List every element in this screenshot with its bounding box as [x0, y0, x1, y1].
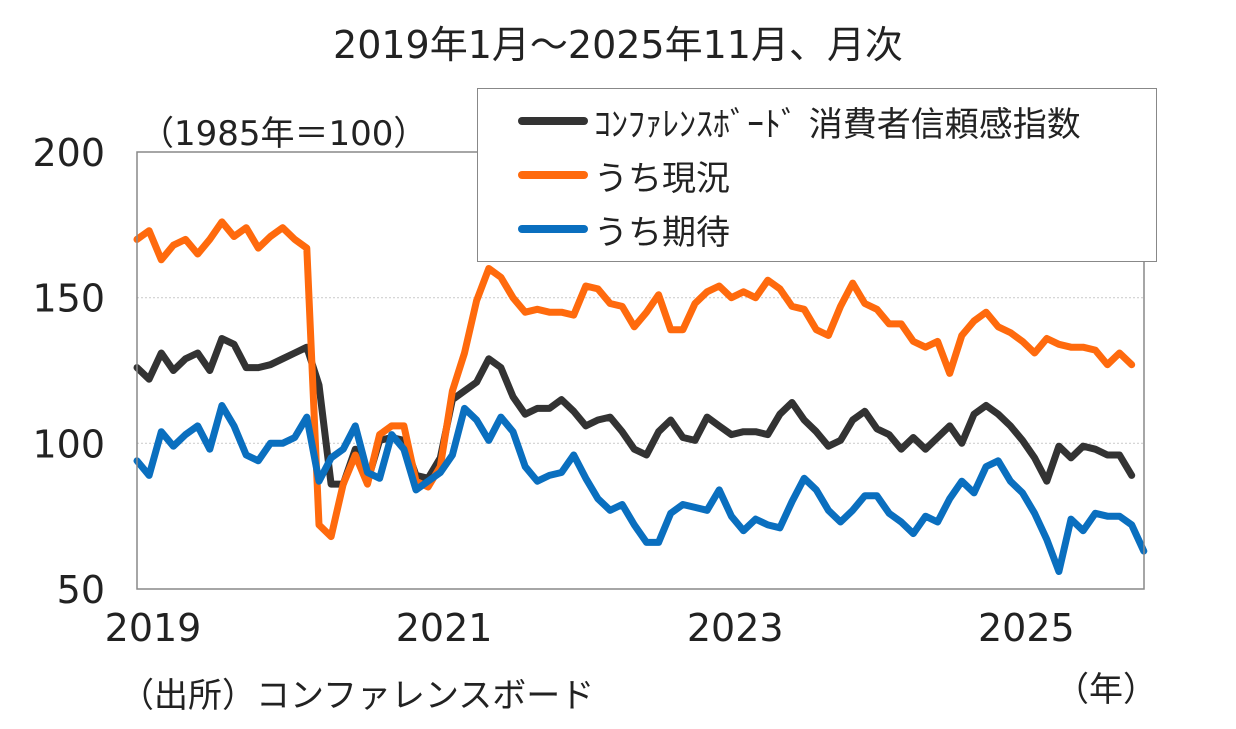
y-tick-label: 150 [32, 277, 105, 321]
legend-label-total: ｺﾝﾌｧﾚﾝｽﾎﾞｰﾄﾞ 消費者信頼感指数 [594, 104, 1081, 145]
y-tick-label: 100 [32, 422, 105, 466]
x-tick-label: 2023 [687, 606, 784, 650]
chart-title: 2019年1月～2025年11月、月次 [333, 23, 903, 67]
legend-swatch-expectations [518, 225, 588, 233]
x-tick-labels: 2019 2021 2023 2025 [105, 606, 1075, 650]
y-tick-label: 50 [57, 568, 105, 612]
source-note: （出所）コンファレンスボード [120, 676, 595, 716]
legend-label-expectations: うち期待 [594, 212, 730, 253]
y-tick-label: 200 [32, 131, 105, 175]
series-line-present [133, 218, 1136, 541]
legend-item-total: ｺﾝﾌｧﾚﾝｽﾎﾞｰﾄﾞ 消費者信頼感指数 [518, 101, 1081, 145]
x-tick-label: 2021 [396, 606, 493, 650]
legend-item-present: うち現況 [518, 155, 730, 199]
y-tick-labels: 50 100 150 200 [32, 131, 105, 612]
legend: ｺﾝﾌｧﾚﾝｽﾎﾞｰﾄﾞ 消費者信頼感指数 うち現況 うち期待 [477, 88, 1157, 262]
y-axis-unit-label: （1985年＝100） [140, 114, 428, 154]
series-lines [133, 218, 1148, 575]
legend-swatch-present [518, 171, 588, 179]
series-line-expectations [133, 402, 1148, 575]
x-axis-unit-label: （年） [1055, 670, 1157, 710]
legend-label-present: うち現況 [594, 158, 730, 199]
legend-item-expectations: うち期待 [518, 209, 730, 253]
x-tick-label: 2025 [978, 606, 1075, 650]
legend-swatch-total [518, 117, 588, 125]
x-tick-label: 2019 [105, 606, 202, 650]
series-line-total [133, 335, 1136, 488]
